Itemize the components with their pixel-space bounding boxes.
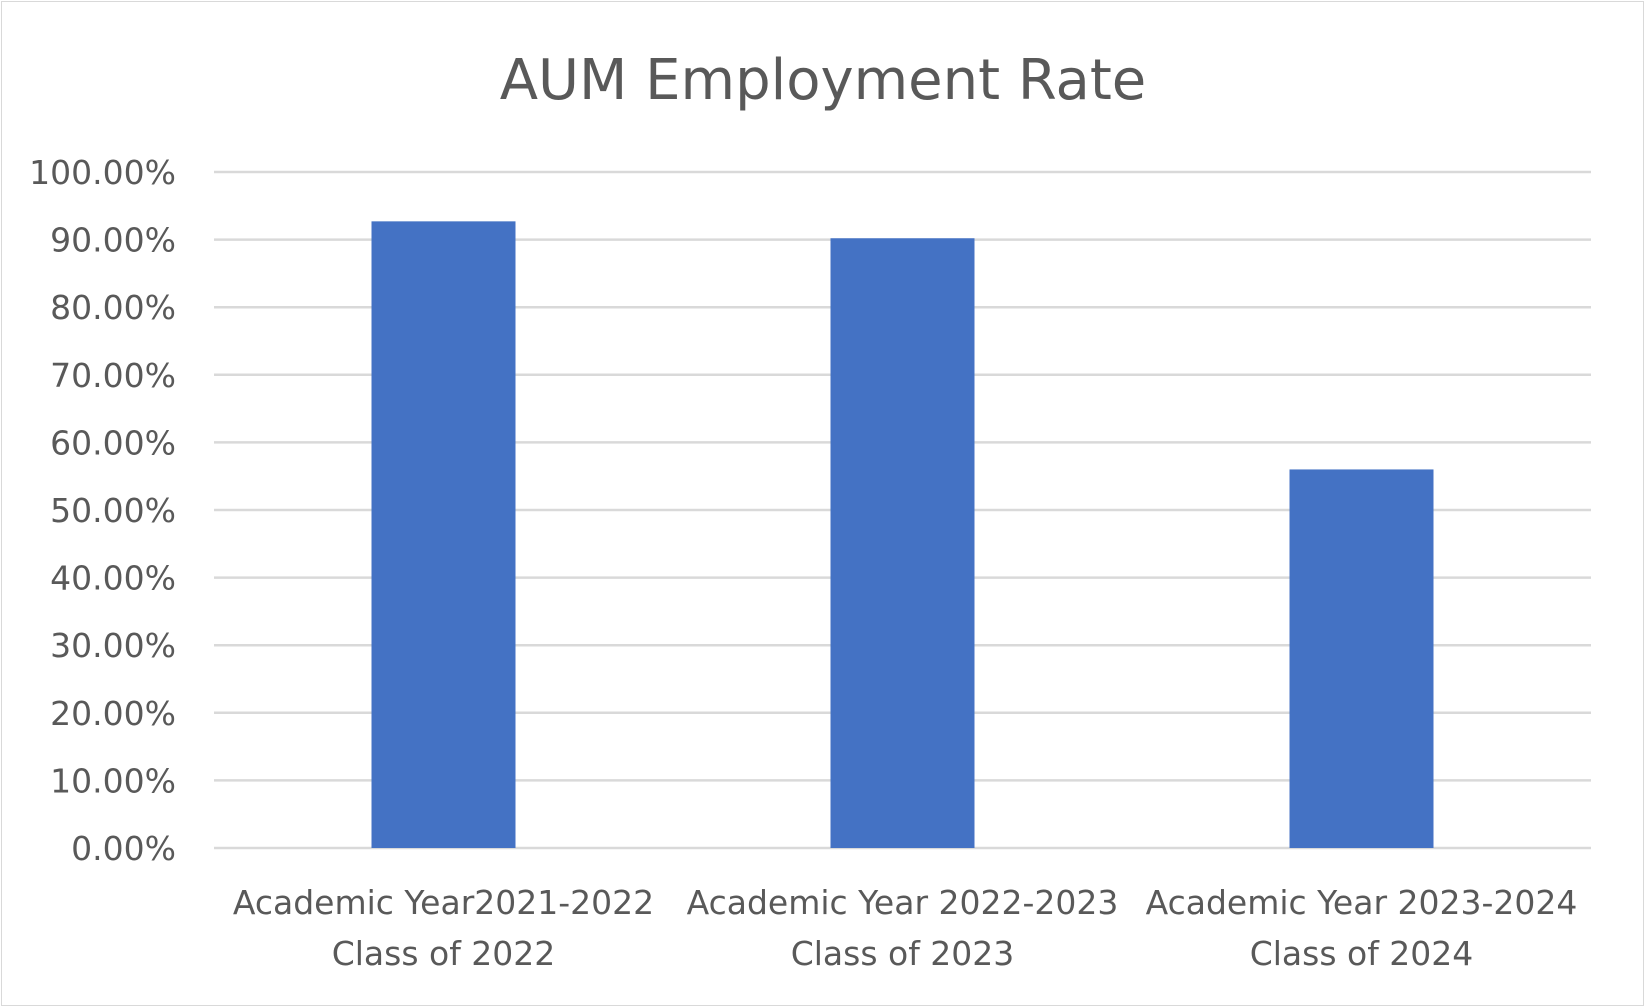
y-tick-label: 80.00% (50, 288, 176, 327)
bars (371, 221, 1434, 849)
y-tick-label: 10.00% (50, 761, 176, 800)
y-tick-label: 70.00% (50, 356, 176, 395)
y-tick-label: 90.00% (50, 221, 176, 260)
bar (830, 238, 975, 849)
y-axis-tick-labels: 0.00% 10.00% 20.00% 30.00% 40.00% 50.00% 60.00… (29, 153, 176, 868)
x-category-label-line: Academic Year2021-2022 (233, 883, 654, 922)
x-category-label: Academic Year 2022-2023 Class of 2023 (687, 883, 1119, 973)
bar (371, 221, 516, 848)
y-tick-label: 0.00% (71, 829, 176, 868)
y-tick-label: 60.00% (50, 423, 176, 462)
chart-title: AUM Employment Rate (500, 48, 1147, 113)
y-tick-label: 50.00% (50, 491, 176, 530)
x-category-label-line: Class of 2022 (332, 934, 556, 973)
y-tick-label: 30.00% (50, 626, 176, 665)
x-category-label: Academic Year2021-2022 Class of 2022 (233, 883, 654, 973)
bar (1289, 469, 1434, 848)
x-category-label-line: Class of 2023 (791, 934, 1015, 973)
x-category-label-line: Academic Year 2023-2024 (1146, 883, 1578, 922)
x-category-label-line: Class of 2024 (1250, 934, 1474, 973)
x-category-label: Academic Year 2023-2024 Class of 2024 (1146, 883, 1578, 973)
x-category-label-line: Academic Year 2022-2023 (687, 883, 1119, 922)
x-axis-category-labels: Academic Year2021-2022 Class of 2022Acade… (233, 883, 1578, 973)
y-tick-label: 40.00% (50, 559, 176, 598)
y-tick-label: 20.00% (50, 694, 176, 733)
y-tick-label: 100.00% (29, 153, 176, 192)
